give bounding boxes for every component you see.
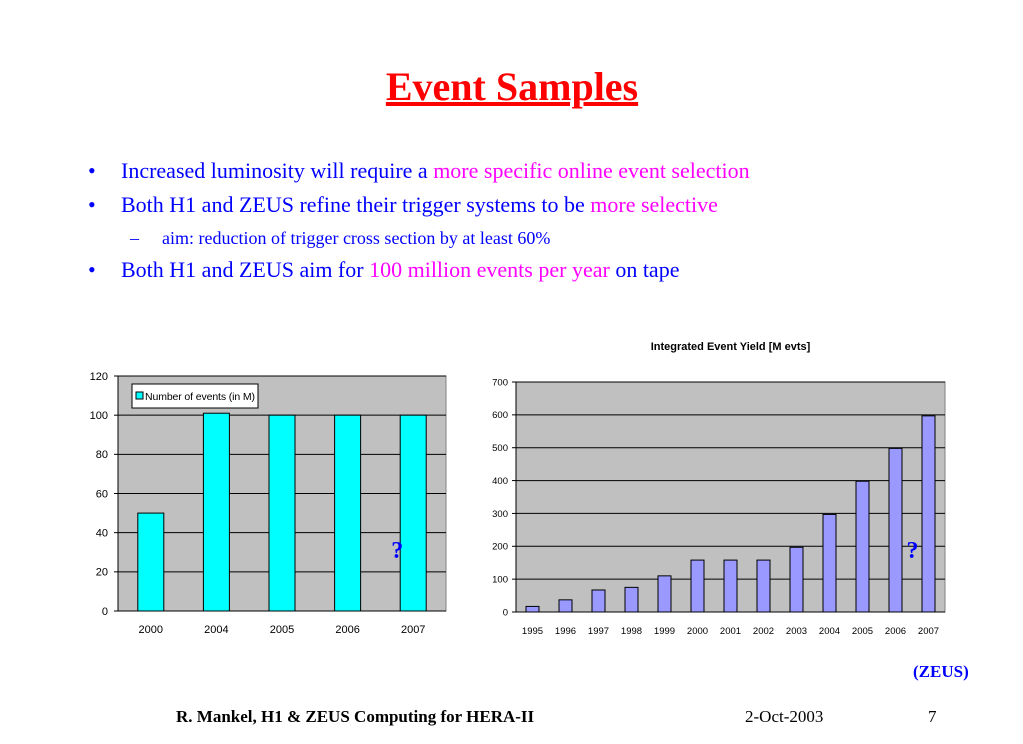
- page-number: 7: [928, 707, 937, 726]
- x-tick-label: 1996: [555, 626, 576, 637]
- x-tick-label: 2004: [204, 624, 228, 636]
- bar: [657, 575, 672, 613]
- y-tick-label: 60: [96, 488, 108, 500]
- y-tick-label: 400: [492, 476, 508, 487]
- slide-title: Event Samples: [386, 64, 638, 109]
- bullet-text: Increased luminosity will require a more…: [121, 158, 750, 183]
- x-tick-label: 2003: [786, 626, 807, 637]
- y-tick-label: 600: [492, 410, 508, 421]
- x-tick-label: 1998: [621, 626, 642, 637]
- annotation: ?: [391, 538, 403, 564]
- bullet-marker: •: [88, 158, 96, 183]
- x-tick-label: 2000: [139, 624, 163, 636]
- y-tick-label: 700: [492, 377, 508, 388]
- bar: [723, 559, 738, 613]
- y-tick-label: 40: [96, 528, 108, 540]
- text-run: aim: reduction of trigger cross section …: [162, 228, 550, 248]
- y-tick-label: 300: [492, 509, 508, 520]
- x-tick-label: 2000: [687, 626, 708, 637]
- footer-date: 2-Oct-2003: [745, 707, 823, 726]
- bar: [334, 414, 362, 612]
- x-tick-label: 2002: [753, 626, 774, 637]
- text-run: Both H1 and ZEUS refine their trigger sy…: [121, 192, 590, 217]
- x-tick-label: 2004: [819, 626, 840, 637]
- bullet-marker: •: [88, 192, 96, 217]
- text-run: more selective: [590, 192, 718, 217]
- bar: [591, 589, 606, 613]
- x-tick-label: 1995: [522, 626, 543, 637]
- sub-bullet-marker: –: [129, 228, 140, 248]
- y-tick-label: 0: [503, 607, 508, 618]
- bar: [525, 605, 540, 613]
- bullet-text: Both H1 and ZEUS refine their trigger sy…: [121, 192, 718, 217]
- bar: [690, 559, 705, 613]
- bar: [756, 559, 771, 613]
- bar: [399, 414, 427, 612]
- text-run: 100 million events per year: [369, 257, 610, 282]
- bar: [268, 414, 296, 612]
- x-tick-label: 2005: [852, 626, 873, 637]
- y-tick-label: 20: [96, 567, 108, 579]
- text-run: on tape: [610, 257, 680, 282]
- bar: [855, 480, 870, 613]
- bar: [624, 586, 639, 613]
- chart-title: Integrated Event Yield [M evts]: [651, 341, 811, 353]
- y-tick-label: 0: [102, 606, 108, 618]
- x-tick-label: 2001: [720, 626, 741, 637]
- y-tick-label: 100: [90, 410, 108, 422]
- footer-author: R. Mankel, H1 & ZEUS Computing for HERA-…: [176, 707, 535, 726]
- y-tick-label: 80: [96, 449, 108, 461]
- bar: [202, 412, 230, 612]
- bullet-text: aim: reduction of trigger cross section …: [162, 228, 550, 248]
- bar: [137, 512, 165, 612]
- bullet-marker: •: [88, 257, 96, 282]
- x-tick-label: 1997: [588, 626, 609, 637]
- text-run: more specific online event selection: [433, 158, 749, 183]
- text-run: Increased luminosity will require a: [121, 158, 433, 183]
- source-note: (ZEUS): [913, 662, 969, 681]
- x-tick-label: 2006: [885, 626, 906, 637]
- y-tick-label: 100: [492, 574, 508, 585]
- x-tick-label: 2007: [918, 626, 939, 637]
- legend-swatch: [135, 391, 144, 400]
- legend-label: Number of events (in M): [145, 391, 255, 403]
- x-tick-label: 1999: [654, 626, 675, 637]
- y-tick-label: 200: [492, 542, 508, 553]
- y-tick-label: 120: [90, 371, 108, 383]
- legend-box: [131, 383, 259, 409]
- text-run: Both H1 and ZEUS aim for: [121, 257, 369, 282]
- bar: [921, 415, 936, 613]
- y-tick-label: 500: [492, 443, 508, 454]
- x-tick-label: 2007: [401, 624, 425, 636]
- annotation: ?: [907, 538, 919, 564]
- x-tick-label: 2005: [270, 624, 294, 636]
- bar: [789, 546, 804, 613]
- bullet-text: Both H1 and ZEUS aim for 100 million eve…: [121, 257, 679, 282]
- x-tick-label: 2006: [335, 624, 359, 636]
- bar: [822, 513, 837, 613]
- bar: [558, 599, 573, 613]
- bar: [888, 447, 903, 613]
